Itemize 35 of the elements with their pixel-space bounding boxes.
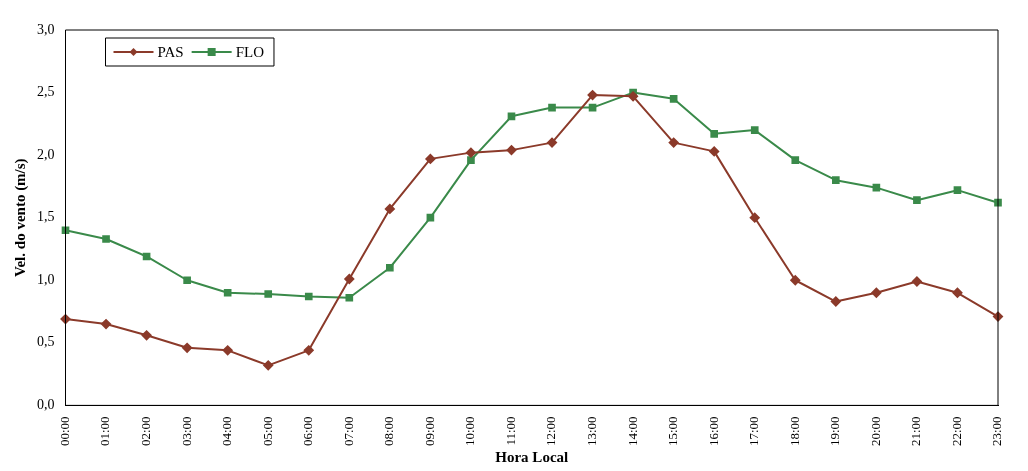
x-tick-label: 12:00 — [543, 416, 559, 447]
x-tick-label: 15:00 — [665, 416, 681, 447]
y-tick-label: 0,5 — [37, 334, 55, 350]
x-tick-label: 10:00 — [462, 416, 478, 447]
x-tick-label: 17:00 — [746, 416, 762, 447]
x-tick-label: 09:00 — [421, 416, 437, 447]
y-tick-label: 1,0 — [37, 271, 55, 287]
x-tick-label: 05:00 — [259, 416, 275, 447]
x-tick-label: 08:00 — [381, 416, 397, 447]
y-tick-label: 0,0 — [37, 397, 55, 413]
y-tick-label: 2,0 — [37, 146, 55, 162]
x-tick-label: 01:00 — [97, 416, 113, 447]
x-tick-label: 20:00 — [867, 416, 883, 447]
x-tick-label: 11:00 — [502, 416, 518, 446]
x-tick-label: 04:00 — [219, 416, 235, 447]
y-tick-label: 2,5 — [37, 84, 55, 100]
x-tick-label: 16:00 — [705, 416, 721, 447]
x-tick-label: 19:00 — [827, 416, 843, 447]
x-tick-label: 22:00 — [948, 416, 964, 447]
x-tick-label: 03:00 — [178, 416, 194, 447]
x-tick-label: 06:00 — [300, 416, 316, 447]
x-tick-label: 13:00 — [583, 416, 599, 447]
legend-label: FLO — [235, 43, 265, 60]
y-tick-label: 1,5 — [37, 209, 55, 225]
x-axis-title: Hora Local — [495, 448, 569, 465]
x-tick-label: 18:00 — [786, 416, 802, 447]
x-tick-label: 21:00 — [908, 416, 924, 447]
x-tick-label: 00:00 — [56, 416, 72, 447]
x-tick-label: 02:00 — [138, 416, 154, 447]
y-axis-title: Vel. do vento (m/s) — [11, 158, 29, 277]
x-tick-label: 07:00 — [340, 416, 356, 447]
y-tick-label: 3,0 — [37, 21, 55, 37]
x-tick-label: 14:00 — [624, 416, 640, 447]
legend-label: PAS — [157, 43, 184, 60]
x-tick-label: 23:00 — [989, 416, 1005, 447]
